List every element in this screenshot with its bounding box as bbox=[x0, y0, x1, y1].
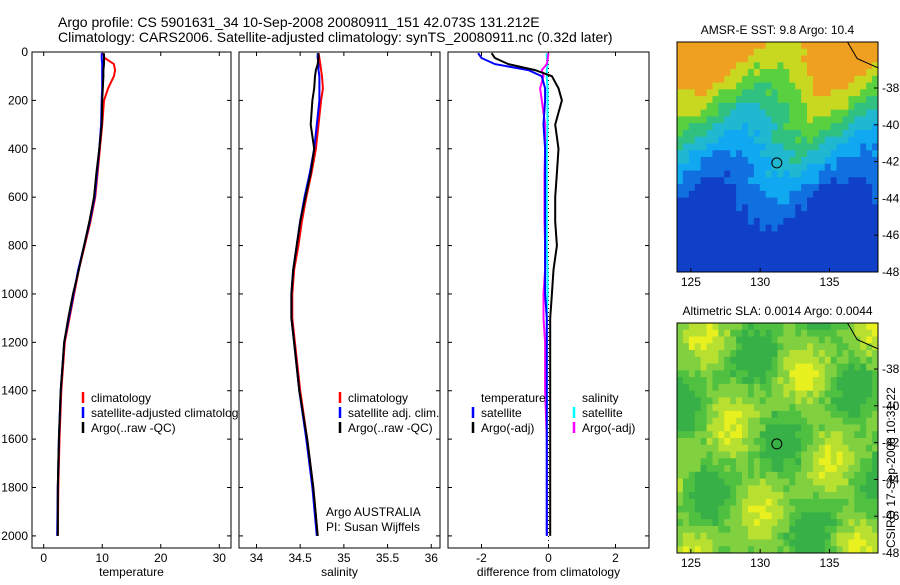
temperature-x-axis-label: temperature bbox=[99, 565, 164, 579]
salinity-legend-label: satellite adj. clim. bbox=[348, 406, 439, 420]
salinity-x-tick-label: 34.5 bbox=[288, 551, 312, 565]
figure-title-line2: Climatology: CARS2006. Satellite-adjuste… bbox=[58, 29, 613, 45]
temperature-plot-frame bbox=[31, 51, 232, 549]
depth-tick-label: 400 bbox=[8, 142, 28, 156]
sla-argo-location-marker bbox=[771, 438, 783, 450]
temperature-legend-label: satellite-adjusted climatolog bbox=[91, 406, 238, 420]
sst-lon-tick-label: 125 bbox=[681, 275, 701, 289]
generation-stamp: CSIRO 17-Sep-2008 10:31:22 bbox=[884, 387, 898, 548]
difference-temperature-legend-label: satellite bbox=[481, 406, 522, 420]
depth-tick-label: 1600 bbox=[1, 432, 28, 446]
difference-x-axis-label: difference from climatology bbox=[477, 565, 620, 579]
difference-x-tick-label: -2 bbox=[476, 551, 487, 565]
depth-tick-label: 1800 bbox=[1, 481, 28, 495]
figure-title-line1: Argo profile: CS 5901631_34 10-Sep-2008 … bbox=[58, 14, 540, 30]
salinity-legend-label: climatology bbox=[348, 391, 408, 405]
sst-lon-tick-label: 135 bbox=[819, 275, 839, 289]
difference-x-tick-label: 2 bbox=[612, 551, 619, 565]
salinity-series-argo-raw-qc- bbox=[290, 53, 320, 536]
sla-lat-tick-label: -46 bbox=[882, 509, 900, 523]
sst-lon-tick-label: 130 bbox=[750, 275, 770, 289]
salinity-profile-panel: 34 34.5 35 35.5 36 salinity climatologysatelli… bbox=[238, 51, 441, 579]
temperature-series-argo-raw-qc- bbox=[56, 53, 105, 536]
salinity-x-axis-label: salinity bbox=[321, 565, 358, 579]
sst-lat-tick-label: -42 bbox=[882, 155, 900, 169]
sst-argo-location-marker bbox=[771, 157, 783, 169]
sst-map-panel: AMSR-E SST: 9.8 Argo: 10.4 125 130 135 -38 -4… bbox=[676, 23, 900, 289]
sst-lat-tick-label: -40 bbox=[882, 118, 900, 132]
temperature-profile-panel: 0 200 400 600 800 1000 1200 1400 1600 1800 2000 0 10… bbox=[1, 45, 238, 579]
sla-coastline bbox=[847, 322, 879, 350]
depth-tick-label: 1200 bbox=[1, 335, 28, 349]
depth-tick-label: 200 bbox=[8, 93, 28, 107]
sla-field-cells bbox=[677, 323, 879, 554]
difference-series-temperature-satellite bbox=[477, 52, 548, 536]
salinity-x-tick-label: 35 bbox=[337, 551, 351, 565]
difference-temperature-legend-label: temperature bbox=[481, 391, 546, 405]
sst-map-title: AMSR-E SST: 9.8 Argo: 10.4 bbox=[701, 23, 855, 37]
salinity-x-tick-label: 35.5 bbox=[376, 551, 400, 565]
sla-map-frame bbox=[676, 322, 879, 554]
sla-lon-tick-label: 135 bbox=[819, 556, 839, 570]
sst-lat-tick-label: -44 bbox=[882, 191, 900, 205]
temperature-legend-label: Argo(..raw -QC) bbox=[91, 421, 176, 435]
principal-investigator-label: PI: Susan Wijffels bbox=[326, 520, 420, 534]
difference-temperature-legend-label: Argo(-adj) bbox=[481, 421, 534, 435]
difference-salinity-legend-label: salinity bbox=[582, 391, 619, 405]
sla-map-title: Altimetric SLA: 0.0014 Argo: 0.0044 bbox=[682, 304, 872, 318]
temperature-x-tick-label: 10 bbox=[96, 551, 110, 565]
sla-lon-tick-label: 130 bbox=[750, 556, 770, 570]
salinity-legend-label: Argo(..raw -QC) bbox=[348, 421, 433, 435]
sla-lat-tick-label: -42 bbox=[882, 436, 900, 450]
sst-coastline bbox=[847, 41, 879, 69]
sla-lon-tick-label: 125 bbox=[681, 556, 701, 570]
sst-map-frame bbox=[676, 41, 879, 273]
sst-lat-tick-label: -46 bbox=[882, 228, 900, 242]
sst-field-cells bbox=[677, 42, 879, 273]
depth-tick-label: 2000 bbox=[1, 529, 28, 543]
depth-tick-label: 0 bbox=[21, 45, 28, 59]
sla-lat-tick-label: -40 bbox=[882, 399, 900, 413]
sst-lat-tick-label: -38 bbox=[882, 81, 900, 95]
depth-tick-label: 800 bbox=[8, 239, 28, 253]
salinity-x-tick-label: 36 bbox=[425, 551, 439, 565]
temperature-x-tick-label: 0 bbox=[40, 551, 47, 565]
depth-tick-label: 1400 bbox=[1, 384, 28, 398]
sla-lat-tick-label: -38 bbox=[882, 362, 900, 376]
temperature-x-tick-label: 20 bbox=[154, 551, 168, 565]
temperature-legend-label: climatology bbox=[91, 391, 151, 405]
difference-x-tick-label: 0 bbox=[545, 551, 552, 565]
depth-tick-label: 600 bbox=[8, 190, 28, 204]
temperature-x-tick-label: 30 bbox=[213, 551, 227, 565]
argo-australia-label: Argo AUSTRALIA bbox=[326, 505, 421, 519]
salinity-plot-frame bbox=[238, 51, 441, 549]
sst-lat-tick-label: -48 bbox=[882, 265, 900, 279]
difference-salinity-legend-label: Argo(-adj) bbox=[582, 421, 635, 435]
depth-tick-label: 1000 bbox=[1, 287, 28, 301]
difference-salinity-legend-label: satellite bbox=[582, 406, 623, 420]
sla-map-panel: Altimetric SLA: 0.0014 Argo: 0.0044 125 13… bbox=[676, 304, 900, 570]
salinity-x-tick-label: 34 bbox=[250, 551, 264, 565]
sla-lat-tick-label: -48 bbox=[882, 546, 900, 560]
sla-lat-tick-label: -44 bbox=[882, 472, 900, 486]
difference-series-temperature-argo-adj- bbox=[490, 52, 563, 536]
